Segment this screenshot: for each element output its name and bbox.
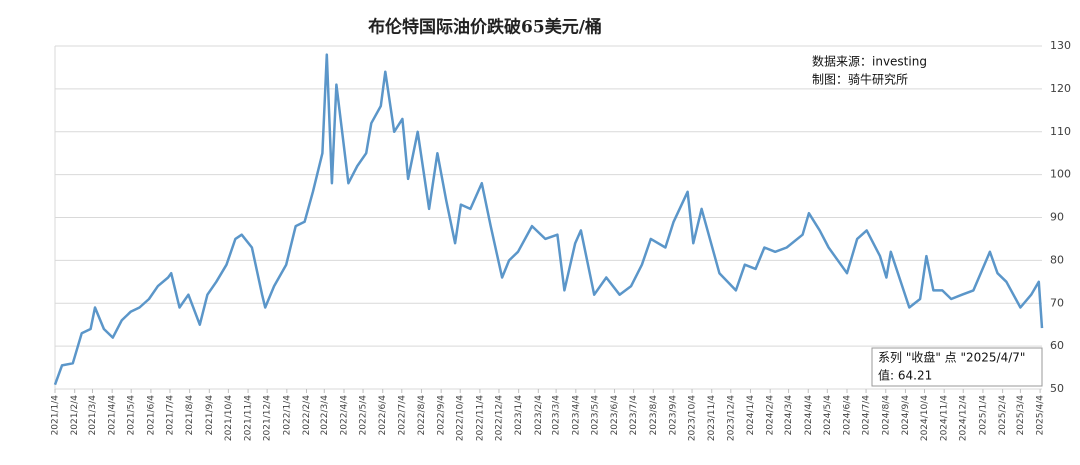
y-tick-label: 80 [1050,253,1064,266]
x-tick-label: 2022/12/4 [494,395,504,441]
y-tick-label: 90 [1050,211,1064,224]
x-tick-label: 2021/6/4 [146,395,156,436]
x-tick-label: 2021/2/4 [70,395,80,436]
x-tick-label: 2022/2/4 [302,395,312,436]
x-tick-label: 2023/7/4 [629,395,639,436]
x-tick-label: 2023/8/4 [649,395,659,436]
x-tick-label: 2022/9/4 [437,395,447,436]
x-tick-label: 2021/1/4 [51,395,61,436]
tooltip-box [871,347,1043,387]
x-tick-label: 2022/4/4 [339,395,349,436]
source-note: 数据来源：investing [812,54,927,69]
x-tick-label: 2024/4/4 [804,395,814,436]
x-tick-label: 2024/1/4 [746,395,756,436]
chart-title: 布伦特国际油价跌破65美元/桶 [368,17,602,38]
x-tick-label: 2023/3/4 [552,395,562,436]
x-tick-label: 2022/3/4 [320,395,330,436]
x-tick-label: 2021/5/4 [127,395,137,436]
x-tick-label: 2022/7/4 [397,395,407,436]
x-tick-label: 2023/5/4 [590,395,600,436]
x-tick-label: 2025/4/4 [1036,395,1046,436]
x-tick-label: 2024/9/4 [901,395,911,436]
x-tick-label: 2021/4/4 [108,395,118,436]
x-tick-label: 2021/9/4 [205,395,215,436]
x-tick-label: 2023/6/4 [610,395,620,436]
x-tick-label: 2023/9/4 [668,395,678,436]
y-tick-label: 110 [1050,125,1071,138]
x-tick-label: 2022/6/4 [378,395,388,436]
x-tick-label: 2024/5/4 [823,395,833,436]
x-tick-label: 2024/8/4 [881,395,891,436]
x-tick-label: 2024/3/4 [784,395,794,436]
x-tick-label: 2022/10/4 [456,395,466,441]
x-tick-label: 2024/7/4 [862,395,872,436]
x-tick-label: 2023/2/4 [534,395,544,436]
x-tick-label: 2021/3/4 [88,395,98,436]
x-tick-label: 2021/12/4 [263,395,273,441]
y-tick-label: 130 [1050,39,1071,52]
x-tick-label: 2021/8/4 [185,395,195,436]
y-tick-label: 70 [1050,296,1064,309]
y-tick-label: 120 [1050,82,1071,95]
x-tick-label: 2024/12/4 [959,395,969,441]
tooltip-title: 系列 "收盘" 点 "2025/4/7" [878,350,1025,365]
x-tick-label: 2025/3/4 [1016,395,1026,436]
x-tick-label: 2024/2/4 [766,395,776,436]
x-tick-label: 2022/1/4 [282,395,292,436]
x-tick-label: 2023/11/4 [707,395,717,441]
y-tick-label: 60 [1050,339,1064,352]
y-tick-label: 50 [1050,382,1064,395]
x-tick-label: 2023/4/4 [571,395,581,436]
x-tick-label: 2022/8/4 [417,395,427,436]
x-tick-label: 2023/10/4 [688,395,698,441]
x-tick-label: 2021/7/4 [165,395,175,436]
price-line [53,53,1044,386]
y-tick-label: 100 [1050,168,1071,181]
x-tick-label: 2022/5/4 [359,395,369,436]
x-tick-label: 2024/11/4 [940,395,950,441]
x-tick-label: 2022/11/4 [475,395,485,441]
x-tick-label: 2021/10/4 [224,395,234,441]
x-tick-label: 2025/2/4 [998,395,1008,436]
x-tick-label: 2024/6/4 [843,395,853,436]
x-tick-label: 2023/12/4 [726,395,736,441]
x-tick-label: 2021/11/4 [244,395,254,441]
x-tick-label: 2023/1/4 [514,395,524,436]
credit-note: 制图：骑牛研究所 [812,72,908,87]
x-tick-label: 2024/10/4 [920,395,930,441]
x-tick-label: 2025/1/4 [978,395,988,436]
tooltip-value: 值: 64.21 [878,368,932,383]
